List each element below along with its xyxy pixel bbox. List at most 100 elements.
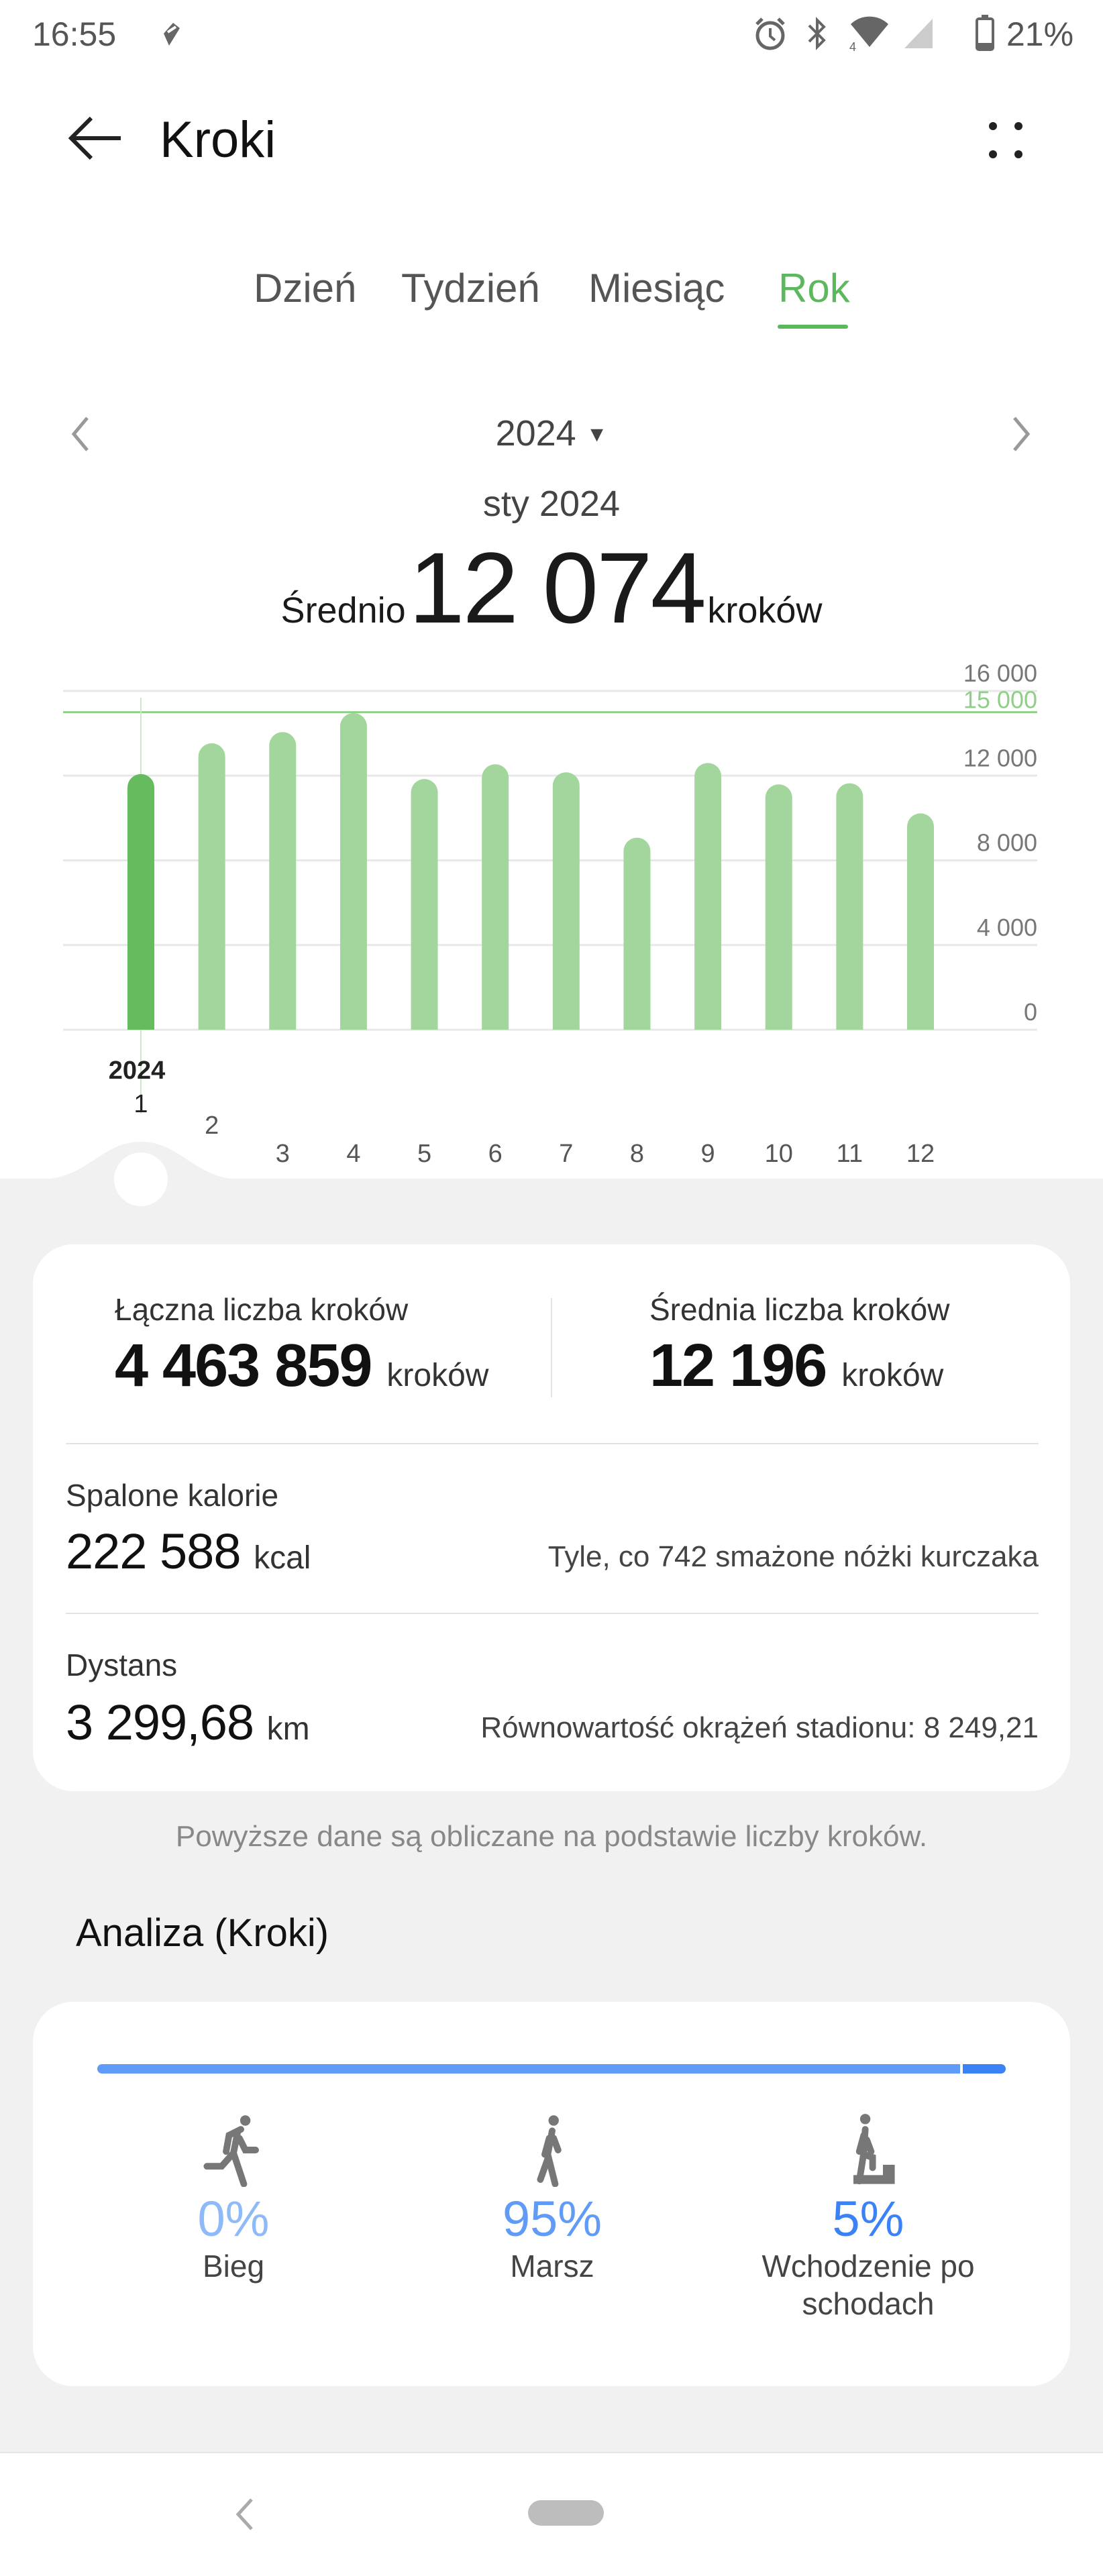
walking-icon xyxy=(537,2115,562,2188)
year-selector[interactable]: 2024 ▼ xyxy=(0,413,1103,454)
divider xyxy=(66,1613,1039,1614)
average-value: 12 074 xyxy=(409,531,706,644)
running-icon xyxy=(203,2115,259,2188)
arrow-left-icon[interactable] xyxy=(67,114,123,162)
bar-4[interactable] xyxy=(339,712,367,1030)
bar-3[interactable] xyxy=(269,732,297,1030)
walking-segment xyxy=(97,2064,961,2074)
average-prefix: Średnio xyxy=(280,590,406,631)
x-tick-label: 11 xyxy=(837,1140,863,1168)
walking-label: Marsz xyxy=(510,2249,594,2284)
running-percent: 0% xyxy=(197,2191,270,2247)
distance-value: 3 299,68 xyxy=(66,1695,254,1750)
nav-home-pill[interactable] xyxy=(528,2500,604,2526)
total-steps-value: 4 463 859 xyxy=(115,1332,372,1399)
y-tick-label: 16 000 xyxy=(963,659,1037,687)
analysis-stairs: 5% Wchodzenie po schodach xyxy=(721,2113,1016,2322)
calories: 222 588 kcal xyxy=(66,1523,311,1580)
analysis-title: Analiza (Kroki) xyxy=(76,1911,329,1955)
divider xyxy=(66,1443,1039,1444)
y-tick-label: 0 xyxy=(1024,998,1037,1026)
tab-week[interactable]: Tydzień xyxy=(401,266,540,311)
y-tick-label: 8 000 xyxy=(977,829,1037,857)
svg-text:4: 4 xyxy=(849,40,856,51)
bar-5[interactable] xyxy=(411,779,438,1030)
running-label: Bieg xyxy=(202,2249,265,2284)
battery-percent: 21% xyxy=(1006,15,1074,53)
calories-note: Tyle, co 742 smażone nóżki kurczaka xyxy=(547,1540,1039,1573)
bar-7[interactable] xyxy=(552,772,580,1030)
x-tick-label: 7 xyxy=(559,1140,573,1168)
column-divider xyxy=(551,1298,552,1397)
calories-value: 222 588 xyxy=(66,1523,241,1579)
stairs-icon xyxy=(853,2114,895,2185)
y-tick-label: 12 000 xyxy=(963,744,1037,771)
bar-6[interactable] xyxy=(482,764,509,1030)
avg-steps-label: Średnia liczba kroków xyxy=(649,1292,950,1327)
distance-label: Dystans xyxy=(66,1648,178,1682)
total-steps: 4 463 859 kroków xyxy=(115,1332,488,1401)
x-year-label: 2024 xyxy=(109,1057,166,1085)
analysis-walking: 95% Marsz xyxy=(405,2113,700,2285)
avg-steps-value: 12 196 xyxy=(649,1332,827,1399)
bar-9[interactable] xyxy=(694,763,722,1030)
bar-8[interactable] xyxy=(623,837,651,1030)
tab-year[interactable]: Rok xyxy=(778,266,850,311)
total-steps-label: Łączna liczba kroków xyxy=(115,1292,409,1327)
bar-12[interactable] xyxy=(907,813,934,1030)
x-tick-label: 1 xyxy=(134,1090,148,1118)
x-tick-label: 8 xyxy=(630,1140,644,1168)
average-summary: Średnio 12 074 kroków xyxy=(0,530,1103,646)
x-tick-label: 9 xyxy=(701,1140,715,1168)
chevron-left-icon[interactable] xyxy=(67,413,94,455)
distance-unit: km xyxy=(266,1711,310,1747)
wifi-icon: 4 xyxy=(849,16,888,51)
x-tick-label: 3 xyxy=(276,1140,290,1168)
x-tick-label: 6 xyxy=(488,1140,503,1168)
page-title: Kroki xyxy=(160,111,276,168)
tab-day[interactable]: Dzień xyxy=(254,266,357,311)
footnote: Powyższe dane są obliczane na podstawie … xyxy=(175,1820,928,1853)
tab-month[interactable]: Miesiąc xyxy=(588,266,725,311)
analysis-running: 0% Bieg xyxy=(86,2113,381,2285)
bar-11[interactable] xyxy=(836,783,863,1030)
battery-icon xyxy=(976,15,994,51)
avg-steps-unit: kroków xyxy=(841,1358,944,1393)
y-tick-label: 4 000 xyxy=(977,914,1037,941)
bar-2[interactable] xyxy=(198,743,225,1030)
total-steps-unit: kroków xyxy=(386,1358,489,1393)
x-tick-label: 4 xyxy=(346,1140,360,1168)
calories-label: Spalone kalorie xyxy=(66,1478,279,1513)
stairs-segment xyxy=(963,2064,1006,2074)
more-icon[interactable] xyxy=(980,114,1033,168)
x-tick-label: 5 xyxy=(417,1140,431,1168)
walking-percent: 95% xyxy=(502,2191,602,2247)
chevron-right-icon[interactable] xyxy=(1008,413,1035,455)
x-tick-label: 2 xyxy=(205,1112,219,1140)
activity-distribution-bar xyxy=(97,2064,1006,2074)
year-label: 2024 xyxy=(495,413,576,453)
stairs-percent: 5% xyxy=(832,2191,904,2247)
stairs-label: Wchodzenie po schodach xyxy=(761,2249,975,2321)
status-time: 16:55 xyxy=(32,15,117,53)
notification-icon xyxy=(164,23,180,46)
signal-icon xyxy=(904,19,933,48)
dropdown-arrow-icon: ▼ xyxy=(586,422,608,446)
bluetooth-icon xyxy=(808,17,826,50)
distance: 3 299,68 km xyxy=(66,1694,310,1751)
selected-period: sty 2024 xyxy=(482,484,621,524)
x-tick-label: 10 xyxy=(765,1140,793,1168)
nav-back-icon[interactable] xyxy=(231,2496,258,2533)
goal-label: 15 000 xyxy=(963,686,1037,714)
avg-steps: 12 196 kroków xyxy=(649,1332,943,1401)
average-unit: kroków xyxy=(707,590,823,631)
calories-unit: kcal xyxy=(254,1540,311,1576)
bar-10[interactable] xyxy=(765,784,792,1030)
x-tick-label: 12 xyxy=(906,1140,935,1168)
alarm-icon xyxy=(755,17,785,50)
bar-1[interactable] xyxy=(127,773,154,1030)
tab-indicator xyxy=(778,325,848,329)
selection-handle[interactable] xyxy=(114,1152,168,1206)
status-bar: 16:55 4 21% xyxy=(0,0,1103,74)
